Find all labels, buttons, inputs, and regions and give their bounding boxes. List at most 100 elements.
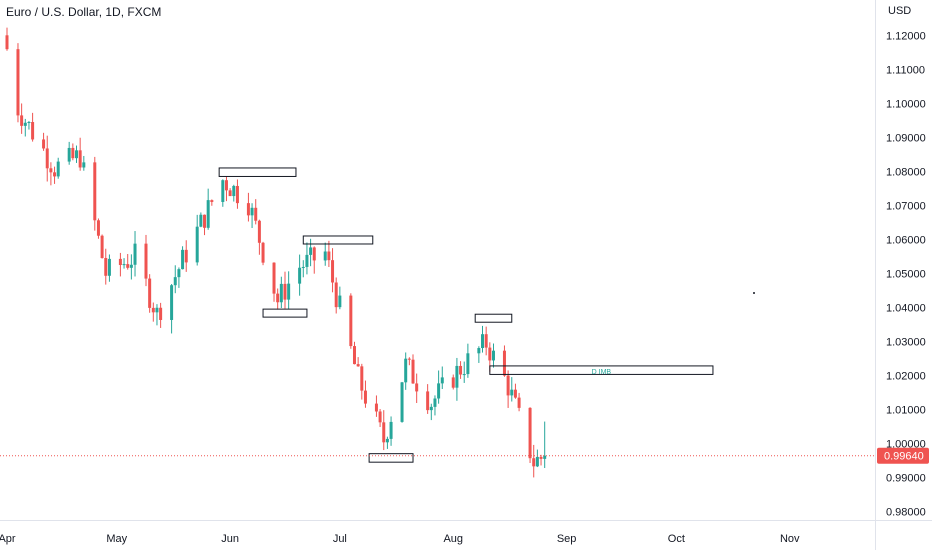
candle-body-down <box>49 168 53 173</box>
candle-body-up <box>250 207 254 216</box>
candle-body-down <box>506 375 510 396</box>
candle-body-up <box>385 438 389 443</box>
candle-body-down <box>532 458 536 467</box>
time-tick-label: Apr <box>0 533 16 545</box>
candle-body-down <box>407 358 411 360</box>
price-tick-label: 1.05000 <box>886 268 926 280</box>
candle-body-down <box>246 203 250 216</box>
candle-body-down <box>352 346 356 365</box>
candle-body-down <box>224 180 228 191</box>
zone-box <box>302 235 374 245</box>
time-tick-label: May <box>106 533 127 545</box>
price-tick-label: 1.07000 <box>886 200 926 212</box>
time-tick-label: Jun <box>221 533 239 545</box>
symbol-title: Euro / U.S. Dollar, 1D, FXCM <box>6 5 162 19</box>
zone-box <box>262 308 308 318</box>
candle-body-down <box>203 214 207 228</box>
candle-body-down <box>382 422 386 443</box>
candle-body-down <box>411 359 415 384</box>
candle-body-up <box>440 377 444 384</box>
price-tick-label: 1.04000 <box>886 302 926 314</box>
candle-body-down <box>451 377 455 388</box>
time-tick-label: Oct <box>668 533 685 545</box>
candle-body-down <box>96 220 100 236</box>
candle-body-down <box>93 162 97 221</box>
candle-body-up <box>129 264 133 268</box>
candle-body-up <box>298 267 302 284</box>
candle-body-up <box>429 406 433 411</box>
candle-body-down <box>144 243 148 279</box>
last-price-label: 0.99640 <box>884 451 924 463</box>
candle-body-down <box>502 350 506 376</box>
candle-body-up <box>433 398 437 407</box>
candle-body-down <box>184 249 188 263</box>
candle-body-up <box>323 251 327 261</box>
candle-body-down <box>228 190 232 197</box>
candle-body-up <box>170 285 174 320</box>
candle-body-down <box>104 257 108 276</box>
zone-box-label: D IMB <box>592 369 612 376</box>
candle-body-down <box>261 242 265 263</box>
candle-body-down <box>513 389 517 398</box>
candle-body-up <box>481 334 485 349</box>
candle-body-down <box>360 366 364 391</box>
time-tick-label: Sep <box>557 533 577 545</box>
candle-body-down <box>235 185 239 204</box>
price-tick-label: 1.01000 <box>886 404 926 416</box>
price-tick-label: 1.11000 <box>886 64 925 76</box>
marker-dot <box>753 292 755 294</box>
candle-body-up <box>338 295 342 308</box>
candle-body-up <box>309 247 313 255</box>
candle-body-down <box>327 251 331 261</box>
candle-body-up <box>389 421 393 439</box>
candle-body-up <box>437 383 441 399</box>
last-price-badge <box>877 447 929 464</box>
candle-body-up <box>462 374 466 376</box>
candle-body-down <box>254 207 258 221</box>
candle-body-up <box>74 150 78 159</box>
candle-body-down <box>210 200 214 202</box>
zone-box <box>474 313 513 323</box>
candle-body-up <box>400 382 404 422</box>
candle-body-down <box>126 264 130 268</box>
price-tick-label: 1.08000 <box>886 166 926 178</box>
candle-body-up <box>133 243 137 265</box>
price-tick-label: 1.03000 <box>886 336 926 348</box>
candle-body-up <box>67 147 71 162</box>
candle-body-up <box>535 456 539 467</box>
candle-body-down <box>484 334 488 348</box>
candle-body-up <box>155 307 159 313</box>
candle-body-up <box>477 348 481 354</box>
candle-body-down <box>276 293 280 303</box>
candle-body-up <box>206 200 210 228</box>
candle-body-up <box>107 258 111 276</box>
candle-body-up <box>543 455 547 459</box>
candle-body-up <box>199 214 203 227</box>
candle-body-up <box>510 389 514 396</box>
zone-box <box>368 453 414 463</box>
candle-body-down <box>78 150 82 168</box>
candle-body-up <box>466 353 470 375</box>
candle-body-up <box>455 365 459 388</box>
candle-body-down <box>334 282 338 308</box>
candle-body-down <box>374 403 378 412</box>
candle-body-up <box>56 161 60 177</box>
candle-body-down <box>53 172 57 177</box>
candle-body-down <box>517 397 521 408</box>
candle-body-down <box>426 391 430 411</box>
candle-body-down <box>272 262 276 294</box>
candle-body-down <box>349 295 353 347</box>
time-tick-label: Aug <box>443 533 463 545</box>
candle-body-up <box>404 358 408 383</box>
candle-body-down <box>100 235 104 258</box>
zone-box <box>489 365 714 375</box>
candle-body-up <box>173 277 177 286</box>
candle-body-up <box>27 122 31 124</box>
candle-body-down <box>20 115 24 126</box>
candle-body-down <box>45 148 49 169</box>
candle-body-up <box>305 254 309 267</box>
candle-body-up <box>301 266 305 268</box>
candle-body-up <box>195 226 199 263</box>
